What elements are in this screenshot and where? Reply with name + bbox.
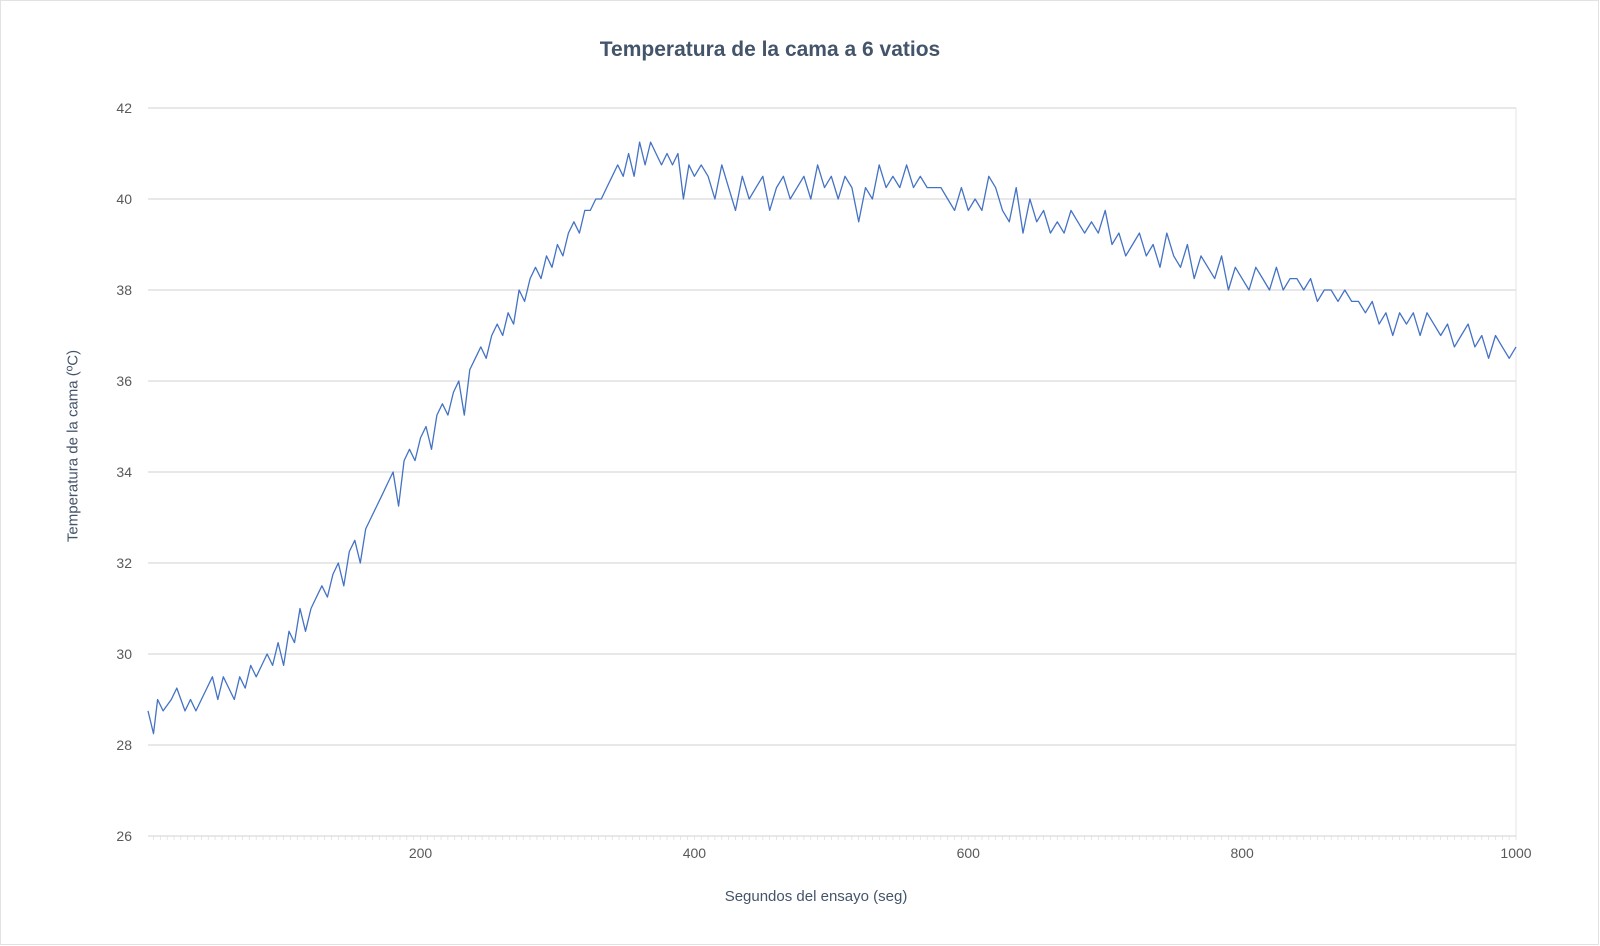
x-axis	[153, 836, 1517, 840]
y-tick-label: 26	[116, 828, 132, 844]
x-axis-title: Segundos del ensayo (seg)	[724, 888, 908, 905]
y-tick-label: 34	[116, 464, 132, 480]
y-tick-label: 36	[116, 373, 132, 389]
y-tick-label: 42	[116, 100, 132, 116]
y-tick-label: 28	[116, 737, 132, 753]
x-tick-label: 1000	[1500, 845, 1531, 861]
x-tick-label: 400	[683, 845, 707, 861]
series-line	[147, 141, 1517, 735]
y-tick-label: 30	[116, 646, 132, 662]
chart-title: Temperatura de la cama a 6 vatios	[599, 38, 941, 61]
y-tick-label: 32	[116, 555, 132, 571]
x-tick-label: 600	[957, 845, 981, 861]
gridlines	[148, 107, 1517, 837]
x-tick-label: 200	[409, 845, 433, 861]
tick-labels: 26 28 30 32 34 36 38 40 42 200 400 600 800 1000	[116, 100, 1531, 861]
y-tick-label: 38	[116, 282, 132, 298]
y-tick-label: 40	[116, 191, 132, 207]
series-layer	[147, 141, 1517, 735]
x-tick-label: 800	[1230, 845, 1254, 861]
